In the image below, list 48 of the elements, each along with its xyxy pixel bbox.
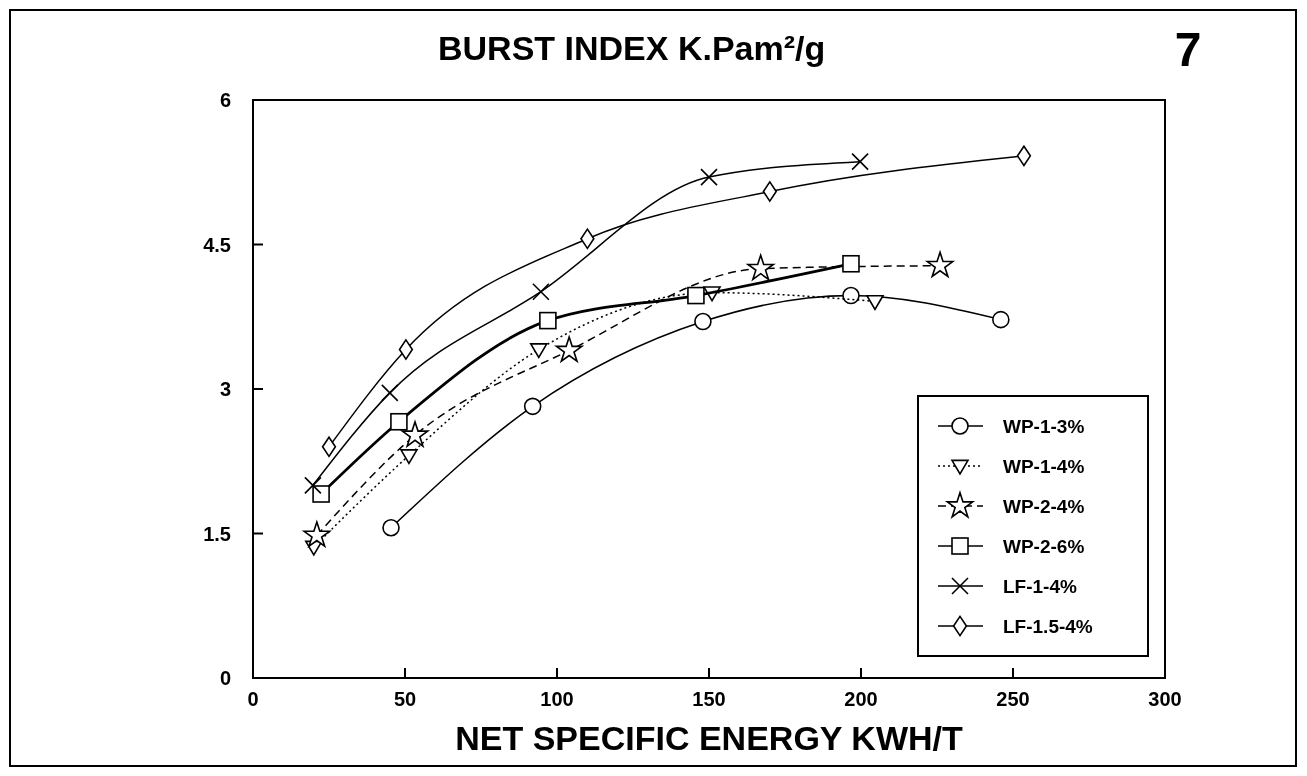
point <box>529 343 548 359</box>
legend-label: LF-1-4% <box>1003 576 1077 597</box>
x-tick-label: 150 <box>692 688 726 710</box>
x-tick-label: 100 <box>540 688 574 710</box>
x-tick-label: 300 <box>1148 688 1182 710</box>
x-tick-label: 0 <box>247 688 259 710</box>
point <box>762 181 777 202</box>
x-tick-label: 50 <box>393 688 417 710</box>
point <box>851 152 869 171</box>
legend-label: WP-1-3% <box>1003 416 1085 437</box>
y-tick-label: 3 <box>219 378 231 400</box>
x-axis-title: NET SPECIFIC ENERGY KWH/T <box>455 719 963 757</box>
point <box>398 339 414 360</box>
y-tick-label: 1.5 <box>203 522 231 545</box>
point <box>390 412 408 431</box>
point <box>842 254 860 273</box>
y-tick-label: 0 <box>219 667 231 689</box>
y-tick-label: 4.5 <box>203 233 231 256</box>
point <box>304 476 322 495</box>
point <box>400 449 418 465</box>
chart-title: BURST INDEX K.Pam²/g <box>438 29 826 67</box>
point <box>532 282 550 301</box>
y-tick-label: 6 <box>219 89 231 111</box>
text: 7 <box>1174 23 1202 76</box>
legend-label: WP-1-4% <box>1003 456 1085 477</box>
legend-label: WP-2-6% <box>1003 536 1085 557</box>
legend-label: LF-1.5-4% <box>1003 616 1093 637</box>
point <box>312 485 330 503</box>
point <box>401 421 429 447</box>
point <box>382 518 400 537</box>
point <box>866 294 884 311</box>
point <box>700 168 718 186</box>
point <box>381 384 399 402</box>
point <box>555 336 583 363</box>
point <box>842 286 860 305</box>
x-tick-label: 250 <box>996 688 1030 710</box>
point <box>523 397 542 416</box>
point <box>747 254 775 281</box>
legend-label: WP-2-4% <box>1003 496 1085 517</box>
x-tick-label: 200 <box>844 688 878 710</box>
point <box>539 311 557 330</box>
point <box>1016 145 1032 167</box>
point <box>303 521 331 548</box>
point <box>925 249 955 279</box>
point <box>321 436 337 458</box>
point <box>694 312 712 331</box>
point <box>687 286 705 305</box>
point <box>992 310 1010 329</box>
